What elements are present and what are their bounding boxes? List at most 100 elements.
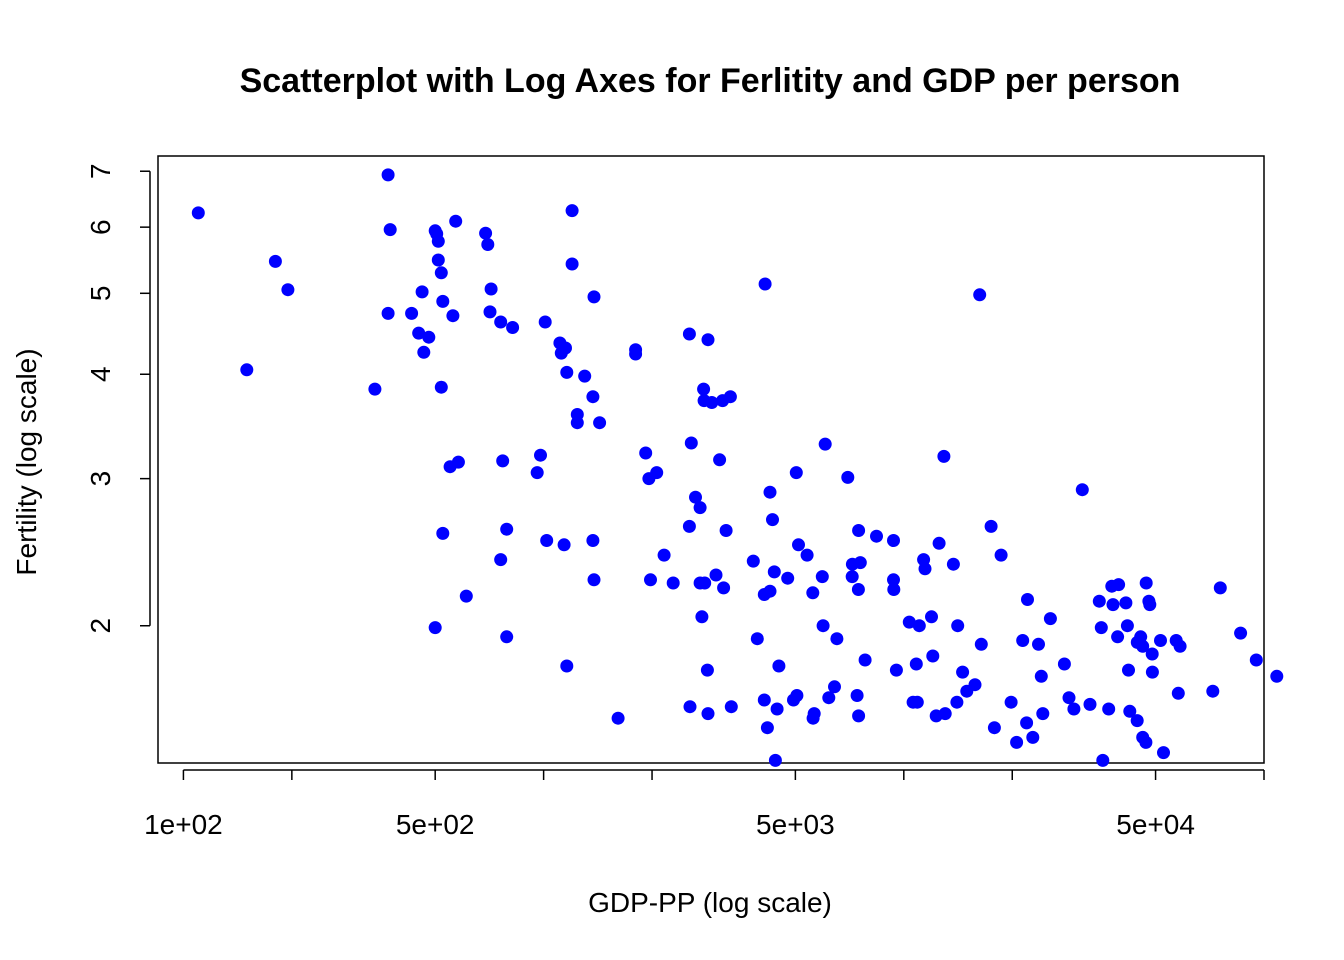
data-point: [800, 548, 814, 562]
data-point: [1096, 753, 1110, 767]
y-tick-label: 3: [85, 471, 116, 487]
data-point: [858, 653, 872, 667]
data-point: [723, 390, 737, 404]
data-point: [684, 436, 698, 450]
data-point: [956, 665, 970, 679]
data-point: [650, 466, 664, 480]
data-points: [191, 168, 1284, 767]
data-point: [697, 382, 711, 396]
data-point: [770, 702, 784, 716]
data-point: [852, 709, 866, 723]
data-point: [494, 315, 508, 329]
data-point: [701, 333, 715, 347]
y-axis: 2 3 4 5 6 7: [85, 163, 151, 634]
data-point: [1154, 634, 1167, 647]
data-point: [910, 695, 924, 709]
data-point: [709, 568, 723, 582]
data-point: [1157, 746, 1170, 760]
data-point: [629, 347, 643, 361]
data-point: [368, 382, 382, 396]
data-point: [806, 586, 820, 600]
data-point: [984, 519, 998, 533]
data-point: [853, 556, 867, 570]
data-point: [644, 573, 657, 587]
data-point: [412, 326, 426, 340]
data-point: [693, 501, 707, 515]
y-tick-label: 5: [85, 286, 116, 302]
data-point: [1145, 647, 1159, 661]
data-point: [484, 282, 498, 296]
data-point: [1026, 730, 1040, 744]
data-point: [918, 562, 932, 576]
data-point: [540, 534, 554, 547]
data-point: [789, 466, 803, 480]
data-point: [405, 306, 419, 320]
data-point: [1004, 695, 1018, 709]
data-point: [912, 619, 926, 633]
data-point: [1270, 669, 1284, 683]
x-axis-label: GDP-PP (log scale): [588, 887, 832, 918]
data-point: [383, 223, 397, 237]
data-point: [538, 315, 552, 329]
data-point: [713, 453, 727, 467]
data-point: [415, 285, 429, 299]
data-point: [417, 345, 431, 359]
data-point: [500, 630, 514, 644]
data-point: [1111, 630, 1125, 644]
data-point: [481, 238, 495, 251]
data-point: [639, 446, 653, 460]
data-point: [852, 524, 866, 537]
data-point: [1206, 684, 1220, 698]
data-point: [818, 437, 832, 451]
y-axis-label: Fertility (log scale): [11, 348, 42, 575]
data-point: [772, 659, 786, 673]
x-tick-label: 5e+04: [1116, 809, 1195, 840]
data-point: [719, 524, 733, 537]
data-point: [436, 526, 450, 540]
data-point: [1067, 702, 1081, 716]
data-point: [763, 485, 777, 499]
data-point: [587, 573, 601, 587]
data-point: [909, 657, 923, 671]
data-point: [446, 309, 460, 323]
data-point: [987, 721, 1001, 735]
data-point: [1043, 612, 1057, 626]
data-point: [870, 529, 883, 543]
data-point: [1034, 669, 1048, 683]
data-point: [682, 327, 696, 341]
data-point: [586, 534, 600, 547]
data-point: [887, 534, 900, 547]
data-point: [763, 584, 777, 598]
data-point: [560, 365, 574, 379]
data-point: [500, 522, 514, 536]
data-point: [422, 330, 436, 344]
data-point: [845, 570, 859, 584]
y-tick-label: 6: [85, 219, 116, 235]
data-point: [816, 619, 830, 633]
data-point: [807, 707, 821, 721]
data-point: [506, 321, 520, 334]
data-point: [768, 753, 782, 767]
data-point: [937, 449, 951, 463]
data-point: [666, 576, 680, 590]
data-point: [1016, 634, 1030, 647]
data-point: [479, 226, 493, 240]
data-point: [1010, 735, 1024, 749]
y-tick-label: 7: [85, 163, 116, 179]
data-point: [240, 363, 254, 377]
data-point: [851, 583, 865, 596]
data-point: [431, 253, 445, 267]
data-point: [1092, 594, 1106, 608]
data-point: [974, 637, 988, 651]
data-point: [570, 416, 584, 430]
data-point: [781, 571, 795, 585]
data-point: [459, 589, 473, 603]
data-point: [889, 663, 903, 677]
data-point: [449, 214, 463, 228]
data-point: [1021, 593, 1034, 606]
data-point: [757, 693, 771, 707]
data-point: [1036, 707, 1050, 721]
data-point: [994, 548, 1008, 562]
data-point: [700, 663, 714, 677]
data-point: [1112, 578, 1126, 592]
